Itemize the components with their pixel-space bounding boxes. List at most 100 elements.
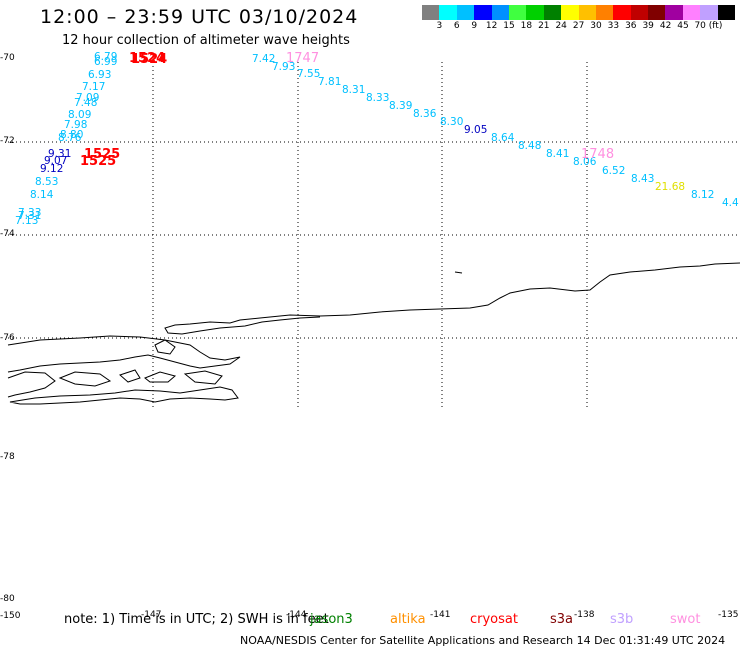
colorbar-label: 24 [555,21,567,31]
wave-height-value: 7.13 [15,215,38,227]
colorbar-swatch [474,5,492,20]
lat-label: -78 [0,452,15,462]
wave-height-value: 7.31 [18,210,41,222]
lon-label: -141 [430,610,450,620]
wave-height-value: 8.14 [30,189,54,201]
lon-label: -150 [0,611,21,621]
colorbar-label: 21 [538,21,550,31]
colorbar-label: 42 [659,21,672,31]
colorbar-swatch [717,5,736,20]
colorbar-label: 3 [436,21,443,31]
lat-label: -80 [0,594,15,604]
colorbar-label: 39 [642,21,654,31]
wave-height-value: 8.31 [342,84,365,96]
legend-altika: altika [390,612,426,627]
colorbar-swatch [700,5,718,20]
colorbar-swatch [595,5,614,20]
colorbar-swatch [682,5,701,20]
colorbar-swatch [543,5,562,20]
colorbar-swatch [526,5,544,20]
coastline [7,262,740,405]
wave-height-value: 7.93 [272,61,295,73]
colorbar-label: 18 [520,21,533,31]
satellite-pass-label: 1747 [286,51,319,66]
wave-height-observations: 6.796.996.937.177.097.488.097.988.808.76… [15,51,739,227]
note-text: note: 1) Time is in UTC; 2) SWH is in fe… [64,612,329,627]
wave-height-value: 7.42 [252,53,275,65]
colorbar-swatch [630,5,649,20]
lat-label: -70 [0,53,15,63]
legend-jason3: jason3 [310,612,353,627]
wave-height-value: 7.17 [82,81,105,93]
map-title: 12:00 – 23:59 UTC 03/10/2024 [40,6,359,28]
wave-height-value: 8.80 [60,129,83,141]
lat-label: -76 [0,333,15,343]
footer-credit: NOAA/NESDIS Center for Satellite Applica… [240,634,726,647]
wave-height-value: 9.12 [40,163,63,175]
satellite-pass-label: 1748 [581,147,614,162]
legend-swot: swot [670,612,701,627]
lon-label: -135 [718,610,738,620]
wave-height-value: 8.76 [58,132,82,144]
wave-height-value: 6.52 [602,165,625,177]
colorbar-swatch [648,5,666,20]
wave-height-value: 8.41 [546,148,569,160]
colorbar-label: 70 (ft) [694,21,723,31]
colorbar-swatch [561,5,579,20]
colorbar-label: 33 [607,21,620,31]
wave-height-value: 8.06 [573,156,597,168]
graticule [8,62,740,408]
wave-height-value: 7.55 [297,68,320,80]
wave-height-value: 8.48 [518,140,541,152]
lon-label: -144 [286,610,307,620]
legend-s3b: s3b [610,612,634,627]
colorbar-label: 36 [625,21,637,31]
lat-label: -74 [0,229,15,239]
satellite-pass-label: 1524 [131,52,167,67]
wave-height-value: 4.4 [722,197,739,209]
wave-height-value: 8.09 [68,109,91,121]
wave-height-value: 6.79 [94,51,117,63]
colorbar-label: 12 [485,21,498,31]
colorbar-swatch [665,5,683,20]
wave-height-value: 9.05 [464,124,487,136]
wave-height-value: 8.36 [413,108,437,120]
wave-height-value: 8.64 [491,132,515,144]
wave-height-value: 9.31 [48,148,71,160]
wave-height-value: 8.33 [366,92,389,104]
colorbar-label: 45 [677,21,689,31]
wave-height-value: 9.07 [44,155,67,167]
wave-height-value: 7.09 [76,92,99,104]
wave-height-value: 6.99 [94,56,117,68]
legend-cryosat: cryosat [470,612,518,627]
wave-height-colorbar [422,5,736,20]
wave-height-value: 7.98 [64,119,87,131]
lat-label: -72 [0,136,15,146]
wave-height-value: 6.93 [88,69,111,81]
colorbar-label: 27 [572,21,585,31]
colorbar-swatch [508,5,527,20]
colorbar-swatch [613,5,631,20]
wave-height-value: 7.33 [18,207,41,219]
colorbar-swatch [456,5,475,20]
colorbar-label: 6 [453,21,460,31]
satellite-pass-label: 1525 [84,147,120,162]
wave-height-value: 8.39 [389,100,412,112]
legend-s3a: s3a [550,612,574,627]
colorbar-label: 9 [471,21,478,31]
wave-height-value: 8.53 [35,176,58,188]
latitude-labels: -70 -72 -74 -76 -78 -80 [0,53,15,604]
wave-height-value: 7.81 [318,76,341,88]
colorbar-label: 15 [503,21,515,31]
colorbar-swatch [439,5,457,20]
satellite-pass-label: 1525 [80,154,116,169]
colorbar-swatch [578,5,596,20]
satellite-pass-label: 1524 [129,51,165,66]
wave-height-value: 7.48 [74,97,97,109]
wave-height-value: 21.68 [655,181,685,193]
lon-label: -147 [141,610,161,620]
longitude-labels: -150 -147 -144 -141 -138 -135 [0,610,738,621]
wave-height-value: 8.43 [631,173,654,185]
